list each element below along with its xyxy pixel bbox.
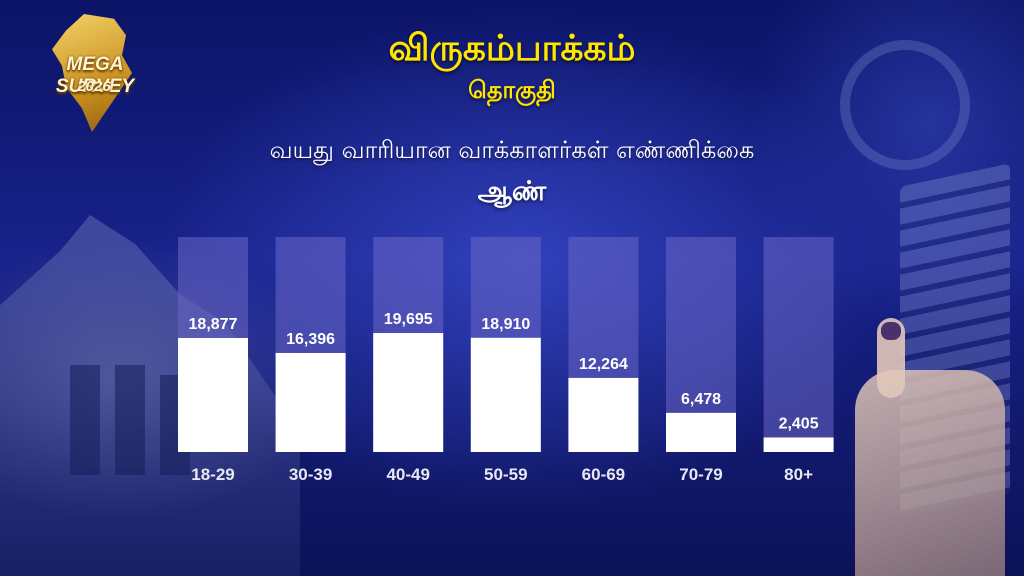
value-label: 12,264 bbox=[579, 356, 628, 373]
category-label: 80+ bbox=[784, 465, 813, 484]
category-label: 18-29 bbox=[191, 465, 234, 484]
bar-80+ bbox=[763, 437, 834, 452]
logo-text: MEGA SURVEY bbox=[55, 54, 135, 97]
category-label: 30-39 bbox=[289, 465, 332, 484]
bar-60-69 bbox=[568, 377, 639, 452]
vote-stamp-icon bbox=[840, 40, 970, 170]
category-label: 40-49 bbox=[386, 465, 429, 484]
category-label: 60-69 bbox=[582, 465, 625, 484]
value-label: 16,396 bbox=[286, 331, 335, 348]
bar-30-39 bbox=[275, 352, 346, 452]
value-label: 19,695 bbox=[384, 311, 433, 328]
value-label: 18,910 bbox=[481, 316, 530, 333]
logo-year: 2026 bbox=[77, 78, 111, 95]
gender-label: ஆண் bbox=[477, 176, 547, 207]
value-label: 2,405 bbox=[779, 415, 819, 432]
constituency-title: விருகம்பாக்கம் bbox=[388, 28, 636, 69]
bar-track bbox=[763, 237, 834, 452]
value-label: 6,478 bbox=[681, 391, 721, 408]
bar-18-29 bbox=[178, 337, 248, 452]
mega-survey-logo: MEGA SURVEY 2026 bbox=[44, 14, 144, 132]
inked-finger-icon bbox=[855, 318, 1005, 576]
bar-70-79 bbox=[666, 412, 736, 452]
chart-heading: வயது வாரியான வாக்காளர்கள் எண்ணிக்கை bbox=[269, 136, 755, 164]
constituency-subtitle: தொகுதி bbox=[468, 76, 556, 104]
category-label: 50-59 bbox=[484, 465, 527, 484]
bar-40-49 bbox=[373, 333, 444, 452]
value-label: 18,877 bbox=[189, 316, 238, 333]
category-label: 70-79 bbox=[679, 465, 722, 484]
bar-50-59 bbox=[470, 337, 541, 452]
